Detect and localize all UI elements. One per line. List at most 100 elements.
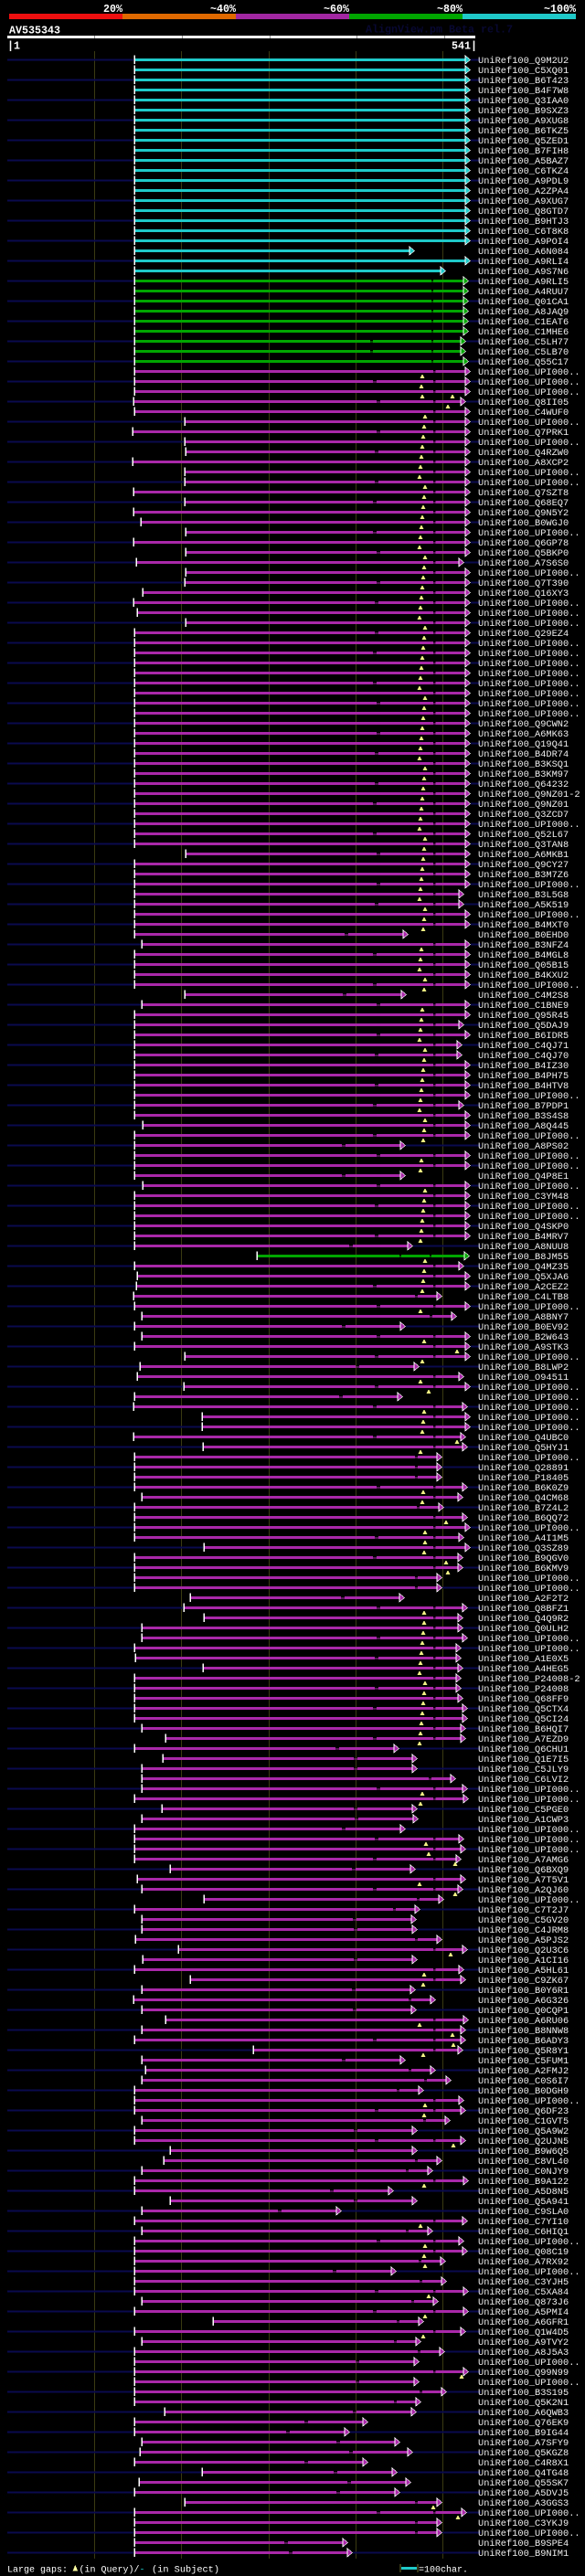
svg-text:UniRef100_Q2UJN5: UniRef100_Q2UJN5 — [478, 2136, 569, 2147]
svg-text:UniRef100_UPI000..: UniRef100_UPI000.. — [478, 1091, 580, 1102]
svg-text:UniRef100_UPI000..: UniRef100_UPI000.. — [478, 2358, 580, 2369]
svg-text:UniRef100_C0S6I7: UniRef100_C0S6I7 — [478, 2076, 569, 2087]
svg-text:UniRef100_Q1W4D5: UniRef100_Q1W4D5 — [478, 2327, 569, 2338]
svg-text:=100char.: =100char. — [419, 2564, 468, 2575]
svg-text:UniRef100_UPI000..: UniRef100_UPI000.. — [478, 1393, 580, 1404]
svg-text:UniRef100_C5LH77: UniRef100_C5LH77 — [478, 337, 569, 348]
svg-text:UniRef100_Q7T390: UniRef100_Q7T390 — [478, 578, 569, 589]
svg-text:UniRef100_A2ZPA4: UniRef100_A2ZPA4 — [478, 186, 569, 197]
svg-text:UniRef100_B6QQ72: UniRef100_B6QQ72 — [478, 1513, 569, 1524]
svg-text:UniRef100_B7Z4L2: UniRef100_B7Z4L2 — [478, 1503, 569, 1514]
svg-text:UniRef100_UPI000..: UniRef100_UPI000.. — [478, 2508, 580, 2519]
svg-text:UniRef100_UPI000..: UniRef100_UPI000.. — [478, 2237, 580, 2248]
svg-text:UniRef100_UPI000..: UniRef100_UPI000.. — [478, 679, 580, 690]
svg-text:UniRef100_UPI000..: UniRef100_UPI000.. — [478, 820, 580, 831]
svg-text:UniRef100_Q4UBC0: UniRef100_Q4UBC0 — [478, 1433, 569, 1444]
svg-text:UniRef100_B4IZ30: UniRef100_B4IZ30 — [478, 1061, 569, 1072]
svg-text:UniRef100_C1BNE9: UniRef100_C1BNE9 — [478, 1001, 569, 1012]
svg-text:UniRef100_Q7PRK1: UniRef100_Q7PRK1 — [478, 428, 569, 439]
svg-text:UniRef100_B4MGL8: UniRef100_B4MGL8 — [478, 950, 569, 961]
svg-text:UniRef100_Q5BKP0: UniRef100_Q5BKP0 — [478, 548, 569, 559]
svg-text:UniRef100_Q873J6: UniRef100_Q873J6 — [478, 2297, 569, 2308]
svg-text:UniRef100_B0EV92: UniRef100_B0EV92 — [478, 1322, 569, 1333]
svg-text:UniRef100_B8JM55: UniRef100_B8JM55 — [478, 1252, 569, 1263]
svg-text:UniRef100_UPI000..: UniRef100_UPI000.. — [478, 1634, 580, 1645]
svg-text:UniRef100_A5BAZ7: UniRef100_A5BAZ7 — [478, 156, 569, 167]
svg-text:UniRef100_UPI000..: UniRef100_UPI000.. — [478, 669, 580, 680]
svg-text:UniRef100_B8NNW8: UniRef100_B8NNW8 — [478, 2026, 569, 2037]
svg-text:UniRef100_C6T8K8: UniRef100_C6T8K8 — [478, 227, 569, 238]
svg-text:UniRef100_C4WUF0: UniRef100_C4WUF0 — [478, 408, 569, 419]
svg-text:UniRef100_Q55SK7: UniRef100_Q55SK7 — [478, 2478, 569, 2489]
svg-text:UniRef100_Q76EK9: UniRef100_Q76EK9 — [478, 2418, 569, 2429]
svg-text:UniRef100_A9TVY2: UniRef100_A9TVY2 — [478, 2337, 569, 2348]
svg-text:UniRef100_Q5R8Y1: UniRef100_Q5R8Y1 — [478, 2046, 569, 2057]
svg-text:UniRef100_C4R8X1: UniRef100_C4R8X1 — [478, 2458, 569, 2469]
svg-text:UniRef100_A4HEG5: UniRef100_A4HEG5 — [478, 1664, 569, 1675]
svg-text:UniRef100_A7RX92: UniRef100_A7RX92 — [478, 2257, 569, 2268]
svg-text:UniRef100_Q3ZCD7: UniRef100_Q3ZCD7 — [478, 810, 569, 821]
svg-text:UniRef100_C6HIQ1: UniRef100_C6HIQ1 — [478, 2227, 569, 2238]
svg-text:UniRef100_UPI000..: UniRef100_UPI000.. — [478, 1785, 580, 1796]
svg-text:UniRef100_P24008-2: UniRef100_P24008-2 — [478, 1674, 580, 1685]
svg-text:UniRef100_UPI000..: UniRef100_UPI000.. — [478, 1825, 580, 1836]
svg-text:UniRef100_UPI000..: UniRef100_UPI000.. — [478, 880, 580, 891]
svg-text:UniRef100_Q05B15: UniRef100_Q05B15 — [478, 960, 569, 971]
svg-text:(in Query)/: (in Query)/ — [80, 2564, 140, 2575]
svg-text:UniRef100_UPI000..: UniRef100_UPI000.. — [478, 478, 580, 489]
svg-text:UniRef100_Q9M2U2: UniRef100_Q9M2U2 — [478, 56, 569, 67]
svg-text:UniRef100_Q4RZW0: UniRef100_Q4RZW0 — [478, 448, 569, 459]
svg-text:UniRef100_C1GVT5: UniRef100_C1GVT5 — [478, 2116, 569, 2127]
svg-text:UniRef100_A9XUG7: UniRef100_A9XUG7 — [478, 196, 569, 207]
svg-text:UniRef100_Q99N99: UniRef100_Q99N99 — [478, 2368, 569, 2379]
svg-text:UniRef100_B9NIM1: UniRef100_B9NIM1 — [478, 2549, 569, 2560]
svg-text:-: - — [140, 2565, 145, 2575]
svg-text:~80%: ~80% — [437, 3, 463, 16]
svg-text:UniRef100_Q4Q9R2: UniRef100_Q4Q9R2 — [478, 1614, 569, 1625]
svg-text:UniRef100_C5GV20: UniRef100_C5GV20 — [478, 1915, 569, 1926]
svg-text:UniRef100_UPI000..: UniRef100_UPI000.. — [478, 1403, 580, 1414]
svg-text:UniRef100_UPI000..: UniRef100_UPI000.. — [478, 468, 580, 479]
svg-text:UniRef100_B7FIH8: UniRef100_B7FIH8 — [478, 146, 569, 157]
svg-text:UniRef100_A7S6S0: UniRef100_A7S6S0 — [478, 558, 569, 569]
svg-text:UniRef100_UPI000..: UniRef100_UPI000.. — [478, 649, 580, 660]
svg-text:UniRef100_A2QJ60: UniRef100_A2QJ60 — [478, 1885, 569, 1896]
svg-text:UniRef100_UPI000..: UniRef100_UPI000.. — [478, 689, 580, 700]
svg-text:UniRef100_Q9N5Y2: UniRef100_Q9N5Y2 — [478, 508, 569, 519]
svg-text:541|: 541| — [452, 40, 477, 53]
svg-text:UniRef100_Q6GP78: UniRef100_Q6GP78 — [478, 538, 569, 549]
svg-text:UniRef100_B4DR74: UniRef100_B4DR74 — [478, 749, 569, 760]
svg-text:UniRef100_A5PMI4: UniRef100_A5PMI4 — [478, 2307, 569, 2318]
svg-text:UniRef100_A5HL61: UniRef100_A5HL61 — [478, 1966, 569, 1977]
svg-text:UniRef100_P24008: UniRef100_P24008 — [478, 1684, 569, 1695]
svg-text:AlignView.pm Beta rel.7: AlignView.pm Beta rel.7 — [366, 24, 513, 37]
svg-text:UniRef100_UPI000..: UniRef100_UPI000.. — [478, 1352, 580, 1363]
svg-text:UniRef100_B6T423: UniRef100_B6T423 — [478, 76, 569, 87]
svg-text:UniRef100_Q28891: UniRef100_Q28891 — [478, 1463, 569, 1474]
svg-text:UniRef100_UPI000..: UniRef100_UPI000.. — [478, 1795, 580, 1806]
svg-text:UniRef100_UPI000..: UniRef100_UPI000.. — [478, 599, 580, 610]
svg-text:UniRef100_Q5ZED1: UniRef100_Q5ZED1 — [478, 136, 569, 147]
svg-text:UniRef100_B3NFZ4: UniRef100_B3NFZ4 — [478, 940, 569, 951]
svg-text:UniRef100_A8Q445: UniRef100_A8Q445 — [478, 1121, 569, 1132]
svg-text:UniRef100_UPI000..: UniRef100_UPI000.. — [478, 1835, 580, 1846]
svg-text:UniRef100_UPI000..: UniRef100_UPI000.. — [478, 2267, 580, 2278]
svg-text:UniRef100_UPI000..: UniRef100_UPI000.. — [478, 377, 580, 388]
svg-text:UniRef100_B3KSQ1: UniRef100_B3KSQ1 — [478, 759, 569, 770]
svg-text:UniRef100_UPI000..: UniRef100_UPI000.. — [478, 1202, 580, 1213]
svg-text:UniRef100_UPI000..: UniRef100_UPI000.. — [478, 1423, 580, 1434]
svg-text:UniRef100_C4QJ70: UniRef100_C4QJ70 — [478, 1051, 569, 1062]
svg-text:UniRef100_B6HQI7: UniRef100_B6HQI7 — [478, 1724, 569, 1735]
svg-text:UniRef100_A1CWP3: UniRef100_A1CWP3 — [478, 1815, 569, 1826]
svg-text:UniRef100_C9ZK67: UniRef100_C9ZK67 — [478, 1976, 569, 1987]
svg-text:AV535343: AV535343 — [9, 25, 60, 37]
svg-text:UniRef100_UPI000..: UniRef100_UPI000.. — [478, 367, 580, 378]
svg-text:UniRef100_B9A122: UniRef100_B9A122 — [478, 2177, 569, 2188]
svg-text:UniRef100_UPI000..: UniRef100_UPI000.. — [478, 1845, 580, 1856]
svg-text:UniRef100_UPI000..: UniRef100_UPI000.. — [478, 1895, 580, 1906]
svg-text:UniRef100_A7EZD9: UniRef100_A7EZD9 — [478, 1734, 569, 1745]
svg-text:UniRef100_C5PGE0: UniRef100_C5PGE0 — [478, 1805, 569, 1816]
svg-text:UniRef100_Q4CM68: UniRef100_Q4CM68 — [478, 1493, 569, 1504]
svg-text:UniRef100_C3YKJ9: UniRef100_C3YKJ9 — [478, 2518, 569, 2529]
svg-text:UniRef100_C5JLY9: UniRef100_C5JLY9 — [478, 1765, 569, 1776]
